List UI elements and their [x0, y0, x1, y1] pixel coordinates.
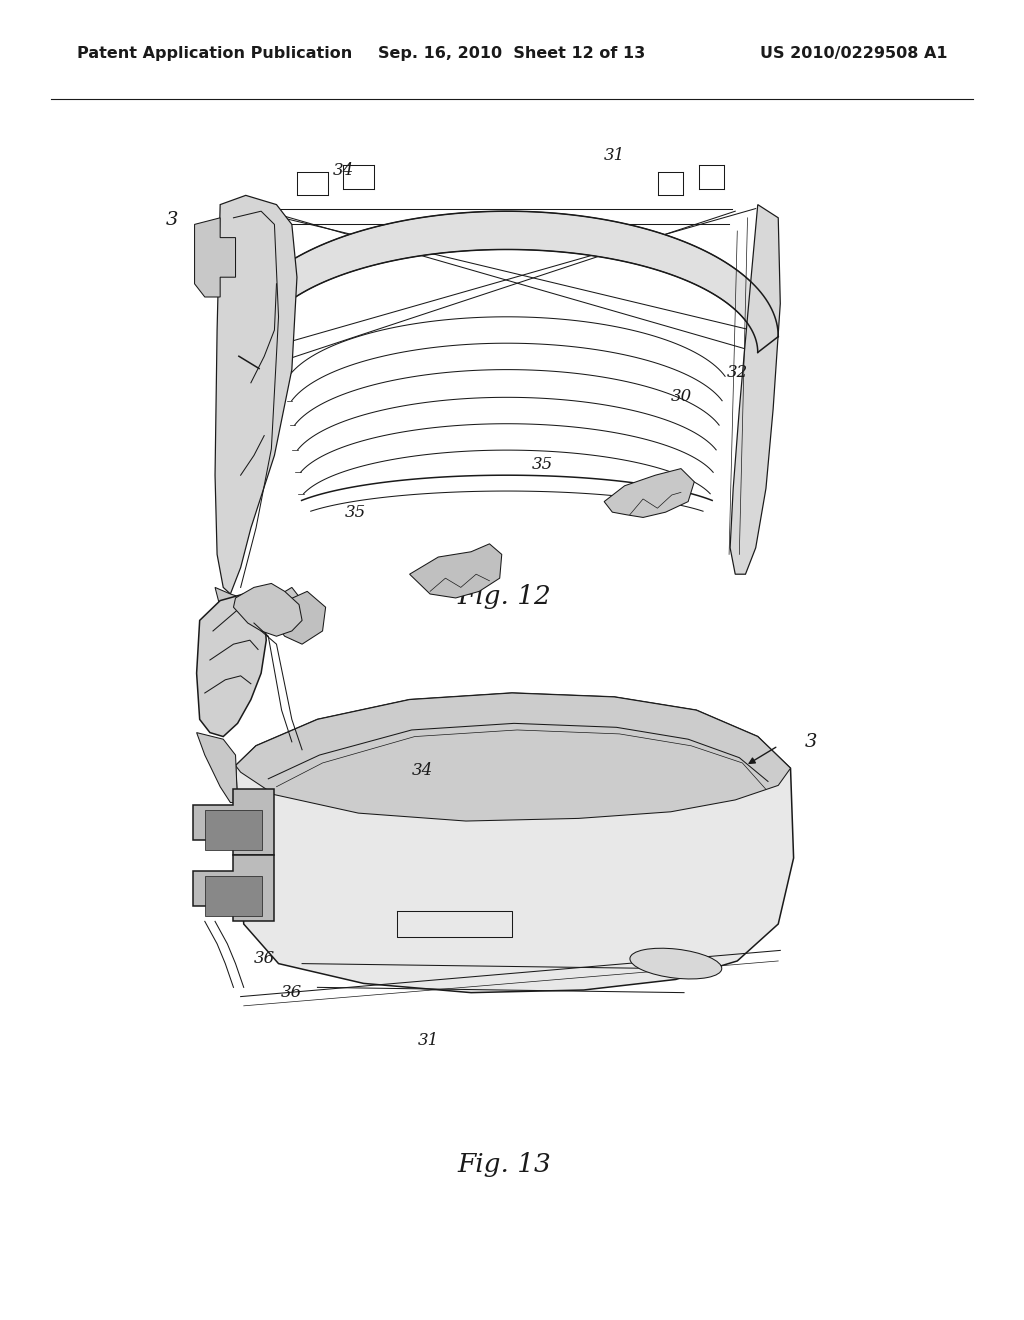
Text: 31: 31: [418, 1032, 438, 1048]
Text: Patent Application Publication: Patent Application Publication: [77, 46, 352, 61]
Polygon shape: [215, 195, 297, 594]
Polygon shape: [205, 876, 262, 916]
Polygon shape: [205, 810, 262, 850]
Text: Sep. 16, 2010  Sheet 12 of 13: Sep. 16, 2010 Sheet 12 of 13: [379, 46, 645, 61]
Polygon shape: [233, 693, 791, 821]
Polygon shape: [730, 205, 780, 574]
Text: 34: 34: [333, 162, 353, 178]
Text: 31: 31: [604, 148, 625, 164]
Polygon shape: [410, 544, 502, 598]
Text: Fig. 12: Fig. 12: [457, 585, 551, 609]
Polygon shape: [215, 587, 302, 631]
Text: 32: 32: [727, 364, 748, 380]
Text: Fig. 13: Fig. 13: [457, 1152, 551, 1176]
Polygon shape: [604, 469, 694, 517]
Text: 3: 3: [805, 733, 817, 751]
Text: 35: 35: [345, 504, 366, 520]
Ellipse shape: [630, 948, 722, 979]
Text: 34: 34: [413, 763, 433, 779]
Text: 36: 36: [254, 950, 274, 966]
Polygon shape: [236, 693, 794, 993]
Polygon shape: [236, 211, 778, 368]
Polygon shape: [193, 789, 274, 855]
Polygon shape: [195, 218, 236, 297]
Text: US 2010/0229508 A1: US 2010/0229508 A1: [760, 46, 947, 61]
Polygon shape: [233, 583, 302, 636]
Polygon shape: [197, 733, 238, 803]
Text: 3: 3: [166, 211, 178, 230]
Polygon shape: [193, 855, 274, 921]
Polygon shape: [274, 591, 326, 644]
Text: 30: 30: [671, 388, 691, 404]
Polygon shape: [197, 594, 266, 737]
Text: 36: 36: [282, 985, 302, 1001]
Text: 35: 35: [532, 457, 553, 473]
